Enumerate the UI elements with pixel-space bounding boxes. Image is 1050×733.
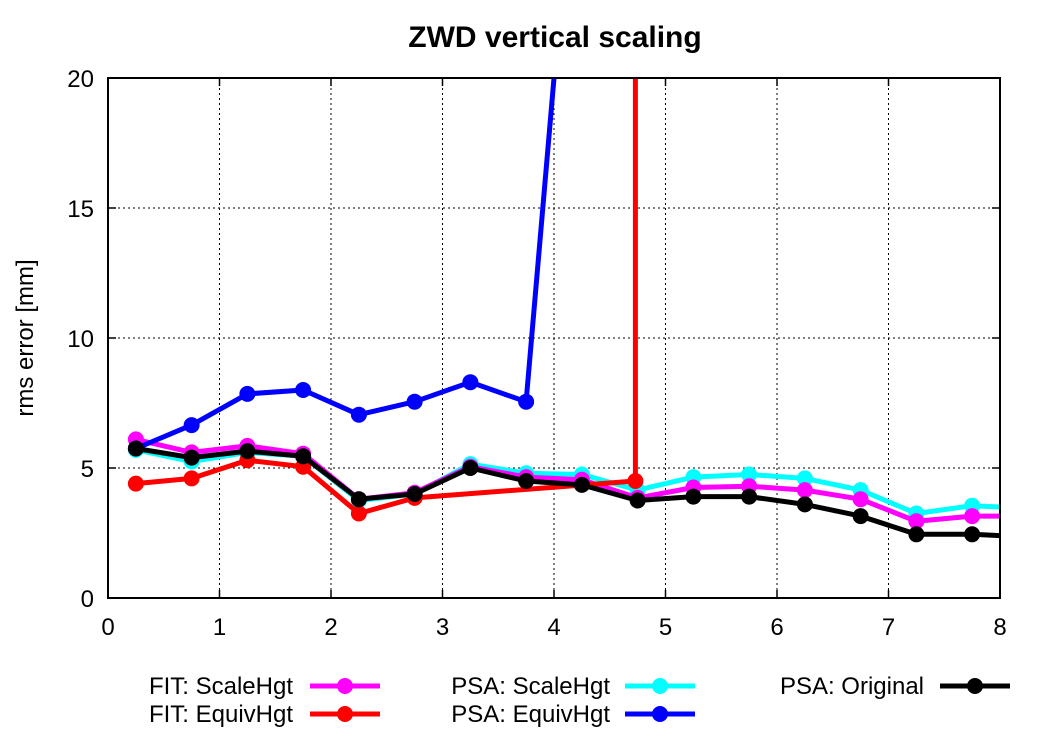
x-tick-label: 4 [547,614,560,641]
data-point-psa-original [462,460,479,476]
data-point-fit-equivhgt [127,475,144,492]
data-point-fit-scalehgt [964,508,981,525]
legend-label-fit-scalehgt: FIT: ScaleHgt [149,673,293,700]
x-tick-label: 8 [993,614,1006,641]
data-point-fit-scalehgt [908,513,925,530]
data-point-psa-equivhgt [183,417,200,434]
y-tick-label: 0 [81,586,94,613]
x-tick-label: 6 [770,614,783,641]
legend-marker-fit-equivhgt [337,706,353,722]
data-point-psa-original [406,486,423,502]
data-point-psa-equivhgt [462,374,479,391]
data-point-psa-original [629,492,646,509]
legend-label-psa-original: PSA: Original [780,673,924,700]
data-point-fit-scalehgt [796,482,813,499]
data-point-psa-original [685,488,702,505]
y-tick-label: 5 [81,456,94,483]
series-line-fit-equivhgt [135,78,638,516]
data-point-psa-original [573,476,590,493]
data-point-psa-original [127,440,144,457]
y-axis-label: rms error [mm] [12,259,39,416]
data-point-fit-scalehgt [852,491,869,508]
data-point-psa-equivhgt [518,393,535,410]
data-point-psa-equivhgt [406,393,423,410]
x-tick-label: 3 [436,614,449,641]
x-tick-label: 2 [324,614,337,641]
data-point-psa-original [796,496,813,513]
legend-marker-psa-scalehgt [652,678,668,694]
legend-marker-psa-equivhgt [652,706,668,722]
chart-title: ZWD vertical scaling [408,21,701,54]
legend-marker-fit-scalehgt [337,678,353,694]
x-tick-label: 7 [882,614,895,641]
data-point-psa-original [518,473,535,489]
legend-marker-psa-original [967,678,983,694]
data-point-fit-equivhgt [350,505,367,522]
data-point-psa-scalehgt [796,470,813,487]
y-tick-label: 15 [67,196,94,223]
data-point-psa-equivhgt [295,382,312,398]
y-tick-label: 20 [67,66,94,93]
plot-frame [107,77,1001,599]
data-point-psa-equivhgt [350,406,367,423]
data-point-psa-original [908,526,925,543]
x-axis-ticks: 0 1 2 3 4 5 6 7 8 [101,78,1007,641]
data-point-fit-equivhgt [183,470,200,487]
data-point-psa-original [852,508,869,525]
y-tick-label: 10 [67,326,94,353]
data-point-psa-equivhgt [239,385,256,402]
legend-label-psa-scalehgt: PSA: ScaleHgt [451,673,610,700]
data-point-psa-scalehgt [741,466,758,483]
series-line-psa-equivhgt [134,78,557,451]
x-tick-label: 5 [659,614,672,641]
legend-label-fit-equivhgt: FIT: EquivHgt [149,701,293,728]
data-point-psa-original [741,488,758,505]
x-tick-label: 0 [101,614,114,641]
data-point-psa-original [964,526,981,543]
data-series [127,78,1000,543]
legend-label-psa-equivhgt: PSA: EquivHgt [451,701,610,728]
data-point-psa-original [239,443,256,460]
data-point-psa-original [183,449,200,466]
x-tick-label: 1 [213,614,226,641]
data-point-fit-equivhgt [627,473,644,489]
data-point-psa-original [350,491,367,508]
data-point-psa-original [295,448,312,465]
grid-lines [108,78,1000,598]
